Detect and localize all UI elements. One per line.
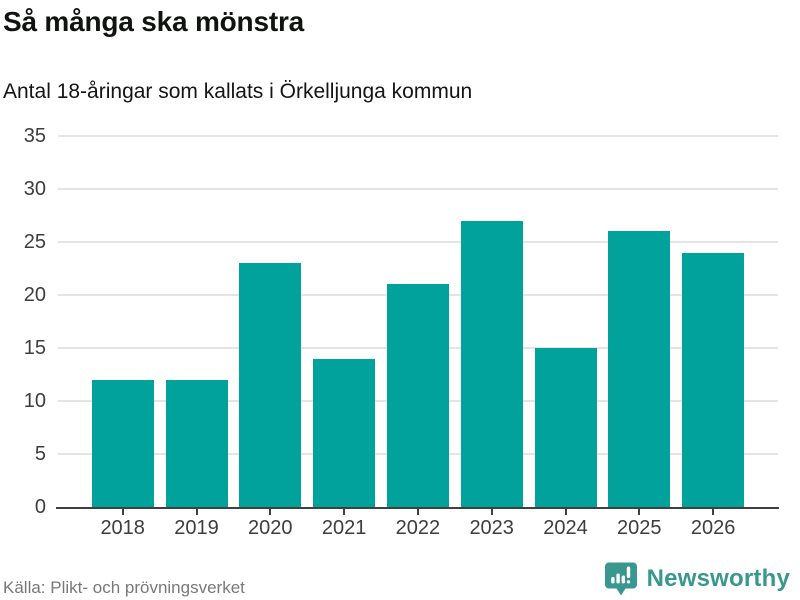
y-axis-label-15: 15: [23, 337, 46, 359]
x-axis-tick-2020: [269, 509, 272, 515]
bar-2018: [91, 379, 154, 507]
gridline-y-25: [58, 241, 778, 243]
x-axis-tick-2022: [416, 509, 419, 515]
bar-2020: [239, 263, 302, 507]
bar-2023: [460, 220, 523, 507]
x-axis-line: [56, 507, 779, 509]
bar-2022: [386, 284, 449, 507]
x-axis-label-2024: 2024: [543, 517, 588, 539]
x-axis-tick-2023: [490, 509, 493, 515]
chart-subtitle: Antal 18-åringar som kallats i Örkelljun…: [3, 80, 473, 103]
newsworthy-logo: Newsworthy: [604, 561, 790, 597]
x-axis-label-2021: 2021: [321, 517, 367, 539]
x-axis-label-2026: 2026: [690, 517, 736, 539]
newsworthy-icon: [604, 562, 637, 596]
y-axis-label-35: 35: [23, 125, 46, 147]
gridline-y-35: [58, 135, 778, 137]
y-axis-label-10: 10: [23, 390, 46, 412]
y-axis-label-20: 20: [23, 284, 46, 306]
x-axis-tick-2025: [638, 509, 641, 515]
x-axis-label-2020: 2020: [248, 517, 293, 539]
y-axis-label-0: 0: [34, 496, 46, 518]
x-axis-label-2018: 2018: [100, 517, 145, 539]
bar-2019: [165, 379, 228, 507]
bar-2021: [313, 358, 376, 507]
y-axis-label-30: 30: [23, 178, 46, 200]
x-axis-tick-2018: [121, 509, 124, 515]
x-axis-tick-2019: [195, 509, 198, 515]
x-axis-label-2019: 2019: [174, 517, 219, 539]
y-axis-label-5: 5: [34, 443, 46, 465]
x-axis-label-2023: 2023: [469, 517, 514, 539]
bar-2025: [608, 231, 671, 507]
x-axis-label-2025: 2025: [617, 517, 662, 539]
x-axis-label-2022: 2022: [395, 517, 441, 539]
source-note: Källa: Plikt- och prövningsverket: [3, 578, 245, 597]
gridline-y-30: [58, 188, 778, 190]
bar-2024: [534, 348, 597, 507]
x-axis-tick-2024: [564, 509, 567, 515]
chart-title: Så många ska mönstra: [3, 6, 305, 37]
y-axis-label-25: 25: [23, 231, 46, 253]
x-axis-tick-2021: [343, 509, 346, 515]
x-axis-tick-2026: [712, 509, 715, 515]
bar-2026: [682, 252, 745, 507]
newsworthy-wordmark: Newsworthy: [646, 565, 790, 592]
